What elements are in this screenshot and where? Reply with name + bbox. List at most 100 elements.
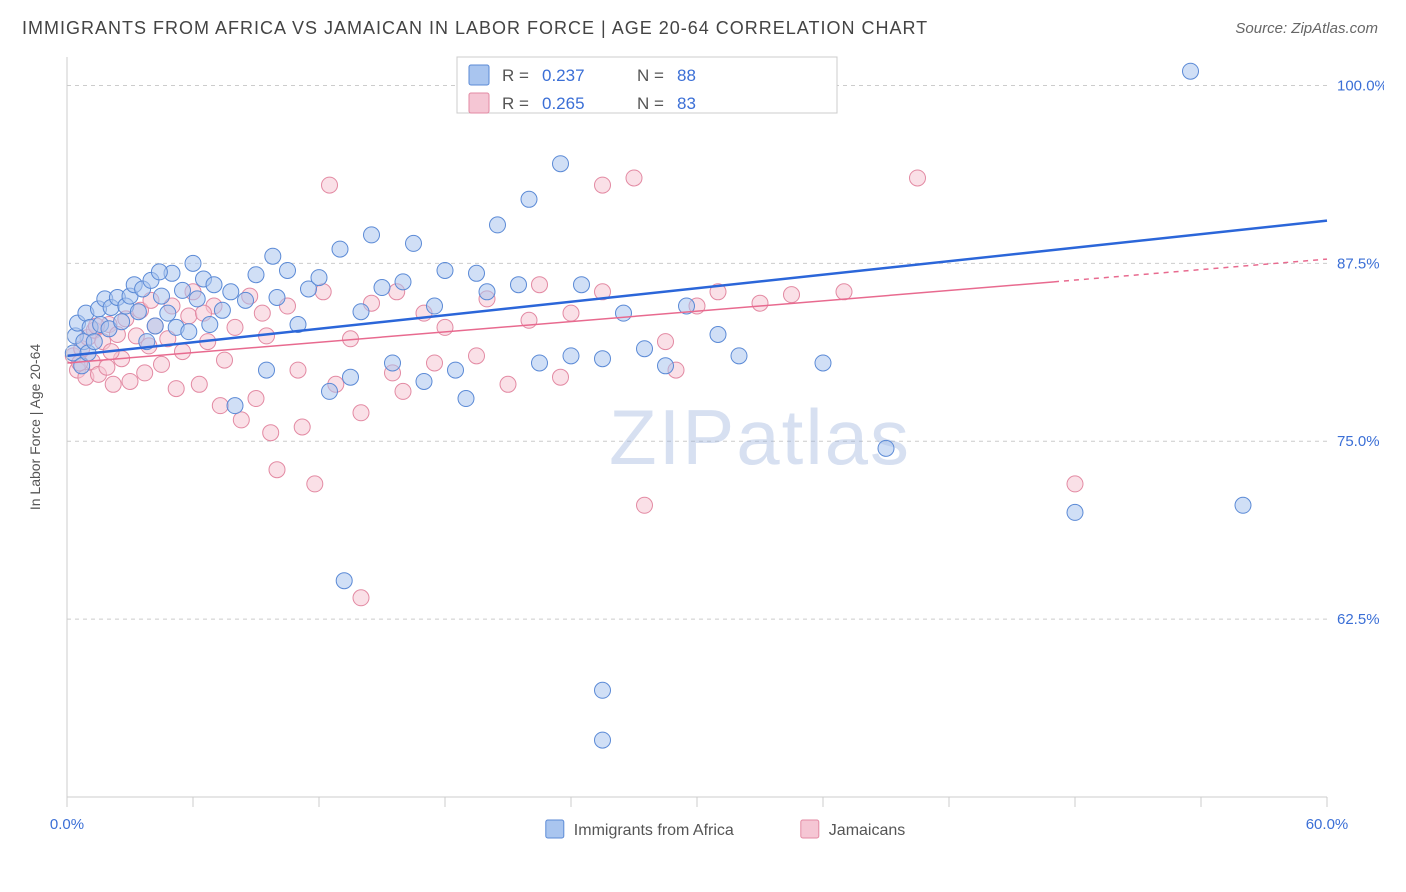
scatter-point	[263, 425, 279, 441]
scatter-point	[416, 373, 432, 389]
scatter-point	[254, 305, 270, 321]
scatter-point	[269, 290, 285, 306]
scatter-point	[259, 362, 275, 378]
chart-container: 62.5% 75.0% 87.5% 100.0% ZIPatlas 0.0% 60.0% In…	[22, 49, 1384, 879]
scatter-point	[248, 391, 264, 407]
y-tick-label: 100.0%	[1337, 77, 1384, 94]
scatter-point	[154, 288, 170, 304]
y-tick-label: 75.0%	[1337, 433, 1380, 450]
x-tick-label: 60.0%	[1306, 816, 1349, 833]
scatter-point	[307, 476, 323, 492]
scatter-point	[99, 359, 115, 375]
scatter-point	[290, 362, 306, 378]
scatter-point	[227, 398, 243, 414]
legend-r-label: R =	[502, 94, 529, 113]
scatter-point	[406, 235, 422, 251]
scatter-point	[490, 217, 506, 233]
scatter-point	[315, 284, 331, 300]
y-tick-label: 62.5%	[1337, 611, 1380, 628]
legend-r-value: 0.237	[542, 66, 585, 85]
scatter-point	[185, 255, 201, 271]
scatter-point	[130, 304, 146, 320]
scatter-point	[353, 405, 369, 421]
scatter-point	[395, 274, 411, 290]
chart-title: IMMIGRANTS FROM AFRICA VS JAMAICAN IN LA…	[22, 18, 928, 39]
trendline-jamaicans-extrap	[1054, 259, 1327, 282]
scatter-point	[86, 334, 102, 350]
chart-header: IMMIGRANTS FROM AFRICA VS JAMAICAN IN LA…	[0, 0, 1406, 49]
legend-r-label: R =	[502, 66, 529, 85]
y-tick-label: 87.5%	[1337, 255, 1380, 272]
scatter-point	[500, 376, 516, 392]
scatter-point	[206, 277, 222, 293]
scatter-point	[353, 304, 369, 320]
scatter-point	[553, 156, 569, 172]
scatter-point	[553, 369, 569, 385]
scatter-point	[217, 352, 233, 368]
scatter-point	[437, 262, 453, 278]
scatter-point	[511, 277, 527, 293]
scatter-point	[168, 381, 184, 397]
scatter-point	[595, 682, 611, 698]
scatter-point	[784, 287, 800, 303]
scatter-point	[223, 284, 239, 300]
watermark: ZIPatlas	[609, 393, 911, 481]
scatter-point	[191, 376, 207, 392]
source-name: ZipAtlas.com	[1291, 20, 1378, 37]
scatter-point	[479, 284, 495, 300]
scatter-point	[343, 369, 359, 385]
scatter-point	[637, 497, 653, 513]
scatter-point	[364, 227, 380, 243]
scatter-point	[532, 355, 548, 371]
scatter-point	[322, 177, 338, 193]
scatter-point	[710, 327, 726, 343]
bottom-legend-label: Immigrants from Africa	[574, 822, 734, 839]
scatter-point	[563, 348, 579, 364]
scatter-point	[151, 264, 167, 280]
scatter-point	[637, 341, 653, 357]
scatter-point	[658, 358, 674, 374]
scatter-point	[427, 298, 443, 314]
source-prefix: Source:	[1235, 20, 1291, 37]
scatter-point	[248, 267, 264, 283]
scatter-point	[332, 241, 348, 257]
scatter-point	[181, 308, 197, 324]
scatter-point	[448, 362, 464, 378]
scatter-point	[626, 170, 642, 186]
scatter-point	[658, 334, 674, 350]
scatter-point	[137, 365, 153, 381]
scatter-point	[595, 177, 611, 193]
scatter-point	[878, 440, 894, 456]
scatter-point	[836, 284, 852, 300]
scatter-point	[469, 348, 485, 364]
scatter-point	[105, 376, 121, 392]
scatter-point	[154, 356, 170, 372]
bottom-legend-swatch	[546, 820, 564, 838]
scatter-point	[595, 351, 611, 367]
scatter-point	[181, 324, 197, 340]
scatter-point	[336, 573, 352, 589]
scatter-point	[269, 462, 285, 478]
scatter-point	[1235, 497, 1251, 513]
scatter-point	[563, 305, 579, 321]
trendline-africa	[67, 221, 1327, 356]
x-tick-label: 0.0%	[50, 816, 84, 833]
scatter-point	[294, 419, 310, 435]
scatter-point	[616, 305, 632, 321]
bottom-legend-label: Jamaicans	[829, 822, 905, 839]
legend-r-value: 0.265	[542, 94, 585, 113]
scatter-point	[374, 280, 390, 296]
scatter-point	[574, 277, 590, 293]
scatter-point	[353, 590, 369, 606]
y-axis-title: In Labor Force | Age 20-64	[27, 344, 43, 511]
scatter-point	[521, 191, 537, 207]
scatter-point	[175, 344, 191, 360]
scatter-point	[227, 319, 243, 335]
scatter-point	[238, 292, 254, 308]
scatter-point	[1067, 476, 1083, 492]
scatter-point	[731, 348, 747, 364]
scatter-point	[147, 318, 163, 334]
scatter-point	[427, 355, 443, 371]
scatter-point	[114, 314, 130, 330]
scatter-point	[175, 282, 191, 298]
